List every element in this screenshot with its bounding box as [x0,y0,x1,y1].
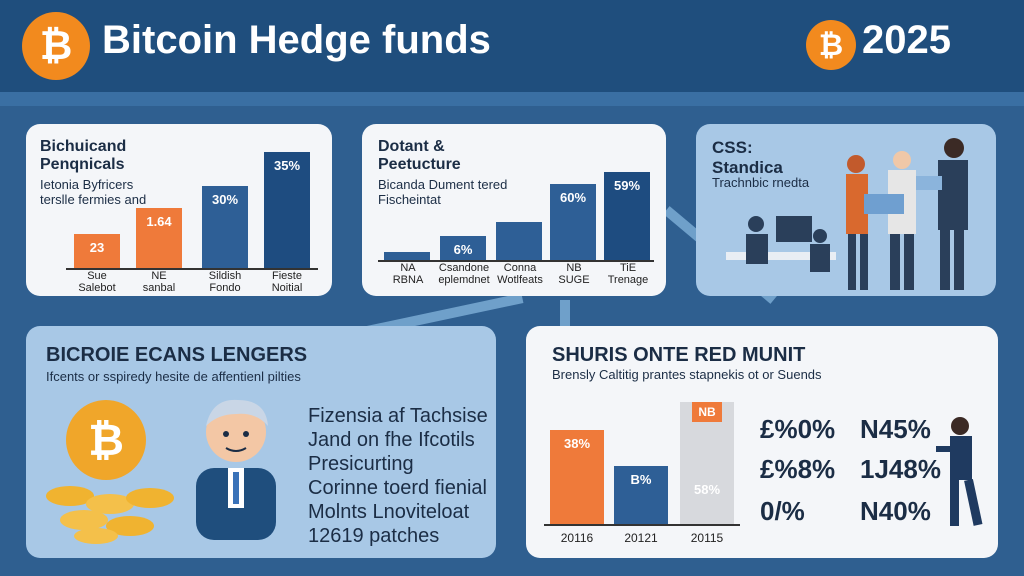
card-panel-1: Bichuicand Penqnicals Ietonia Byfricers … [26,124,332,296]
connector-line [560,300,570,330]
x-tick-label: Sildish Fondo [208,270,242,295]
chart-bar: B% [614,466,668,524]
chart-bar: 6% [440,236,486,260]
x-tick-label: NA RBNA [392,262,424,287]
chart-bar: 30% [202,186,248,268]
card-subtitle: Ietonia Byfricers terslle fermies and [40,177,147,207]
feature-line: Jand on fhe Ifcotils [308,429,475,451]
chart-bar: 59% [604,172,650,260]
x-tick-label: 20121 [624,531,658,545]
chart-bar: 23 [74,234,120,268]
year-label: 2025 [862,18,951,62]
feature-line: Fizensia af Tachsise [308,405,488,427]
x-tick-label: Fieste Noitial [271,270,303,295]
stat-value: £%8% [760,454,836,484]
chart-bar: 60% [550,184,596,260]
page-title: Bitcoin Hedge funds [102,18,491,62]
card-title: BICROIE ECANS LENGERS [46,344,308,366]
stat-value: 0/% [760,496,805,526]
stat-value: N40% [860,496,931,526]
chart-bar: 1.64 [136,208,182,268]
x-tick-label: NE sanbal [142,270,176,295]
chart-bar: 38% [550,430,604,524]
stat-value: £%0% [760,414,836,444]
feature-line: 12619 patches [308,525,440,547]
businessman-figure [936,417,983,526]
chart-axis [378,260,654,262]
x-tick-label: 20115 [690,531,724,545]
x-tick-label: TiE Trenage [607,262,649,287]
card-title: Bichuicand Penqnicals [40,138,127,174]
card-panel-2: Dotant & Peetucture Bicanda Dument tered… [362,124,666,296]
card-panel-3: CSS: Standica Trachnbic rnedta [696,124,996,296]
team-illustration [726,138,968,290]
card-subtitle: Brensly Caltitig prantes stapnekis ot or… [552,367,822,382]
coin-stack-icon [46,486,174,544]
chart-bar [384,252,430,260]
x-tick-label: NB SUGE [558,262,590,287]
chart-axis [544,524,740,526]
bitcoin-icon: ₿ [66,400,146,480]
x-tick-label: 20116 [560,531,594,545]
chart-bar: 58% [680,402,734,524]
card-panel-4: BICROIE ECANS LENGERS Ifcents or sspired… [26,326,496,558]
bitcoin-icon: ₿ [806,20,856,70]
header-bar: ₿ Bitcoin Hedge funds ₿ 2025 [0,0,1024,92]
stat-value: N45% [860,414,931,444]
feature-line: Presicurting [308,453,414,475]
chart-bar: 35% [264,152,310,268]
x-tick-label: Csandone eplemdnet [438,262,490,287]
x-tick-label: Conna Wotlfeats [497,262,543,287]
card-panel-5: SHURIS ONTE RED MUNIT Brensly Caltitig p… [526,326,998,558]
chart-axis [66,268,318,270]
feature-line: Corinne toerd fienial [308,477,487,499]
card-title: SHURIS ONTE RED MUNIT [552,344,806,366]
chart-bar [496,222,542,260]
businessman-avatar [196,399,276,540]
card-title: Dotant & Peetucture [378,138,461,174]
feature-line: Molnts Lnoviteloat [308,501,470,523]
x-tick-label: Sue Salebot [78,270,116,295]
card-subtitle: Bicanda Dument tered Fischeintat [378,177,508,207]
stat-value: 1J48% [860,454,941,484]
header-band [0,92,1024,106]
bar-top-badge: NB [692,402,722,422]
bitcoin-icon: ₿ [22,12,90,80]
card-subtitle: Trachnbic rnedta [712,175,810,190]
card-subtitle: Ifcents or sspiredy hesite de affentienl… [46,369,301,384]
card-title: CSS: Standica [712,138,783,177]
